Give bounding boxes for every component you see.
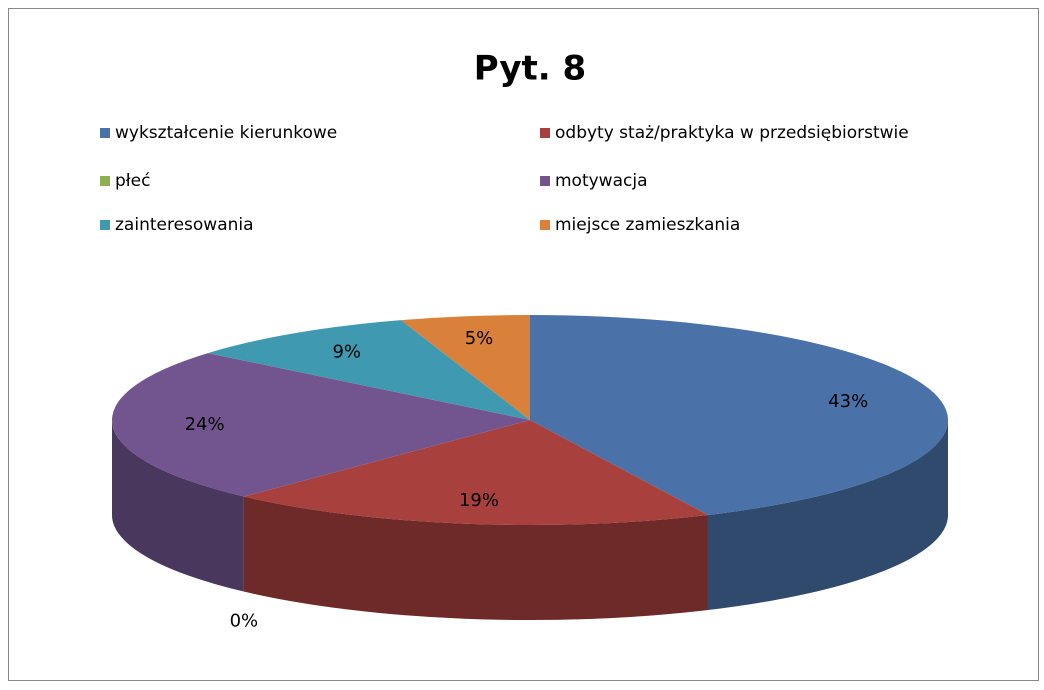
- chart-title: Pyt. 8: [474, 49, 586, 89]
- legend-swatch: [540, 128, 550, 138]
- data-label: 5%: [465, 328, 494, 349]
- slice: [207, 320, 530, 420]
- legend-label: zainteresowania: [115, 215, 254, 235]
- data-label: 0%: [230, 611, 259, 632]
- slice-side: [707, 420, 948, 611]
- data-label: 43%: [828, 391, 868, 412]
- legend-swatch: [100, 220, 110, 230]
- slice: [400, 315, 530, 420]
- slice-side: [243, 496, 708, 620]
- slice-side-shade: [707, 420, 948, 611]
- slice-side: [111, 420, 244, 592]
- data-label: 19%: [459, 490, 499, 511]
- legend-swatch: [100, 176, 110, 186]
- slice: [243, 420, 708, 525]
- legend-label: motywacja: [555, 171, 648, 191]
- slice: [111, 353, 530, 497]
- legend-label: wykształcenie kierunkowe: [115, 123, 337, 143]
- slice: [530, 315, 948, 516]
- data-label: 24%: [185, 414, 225, 435]
- legend-label: miejsce zamieszkania: [555, 215, 740, 235]
- legend-label: płeć: [115, 171, 150, 191]
- data-label: 9%: [332, 341, 361, 362]
- legend-swatch: [540, 176, 550, 186]
- slice-side-shade: [111, 420, 244, 592]
- legend-swatch: [540, 220, 550, 230]
- legend-label: odbyty staż/praktyka w przedsiębiorstwie: [555, 123, 909, 143]
- slice-side-shade: [243, 496, 708, 620]
- legend-swatch: [100, 128, 110, 138]
